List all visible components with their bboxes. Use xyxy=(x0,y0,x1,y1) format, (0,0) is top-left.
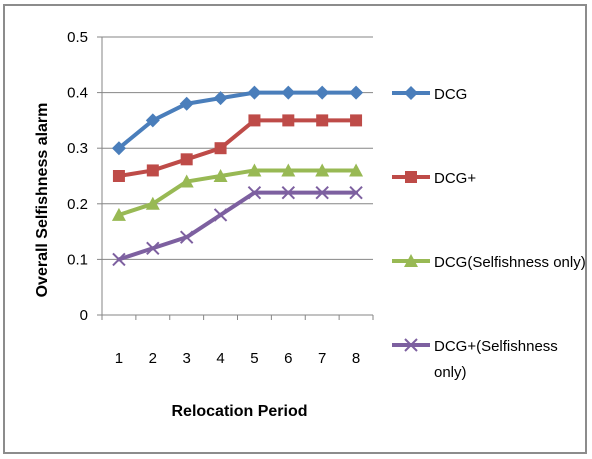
x-tick-label: 6 xyxy=(284,350,292,367)
data-point-s3-4 xyxy=(247,185,262,200)
x-tick-label: 5 xyxy=(250,350,258,367)
data-point-s0-7 xyxy=(349,85,364,100)
data-point-s2-4 xyxy=(247,163,262,177)
legend-label: DCG xyxy=(434,86,467,103)
y-tick-label: 0.1 xyxy=(67,251,88,268)
legend-label: DCG+ xyxy=(434,170,476,187)
y-axis-title: Overall Selfishness alarm xyxy=(34,103,51,298)
data-point-s2-5 xyxy=(281,163,296,177)
data-point-s2-3 xyxy=(213,169,228,182)
data-point-s1-4 xyxy=(248,114,261,127)
data-point-s3-1 xyxy=(146,241,160,255)
data-point-s2-6 xyxy=(315,163,330,177)
data-point-s2-2 xyxy=(179,174,194,188)
chart-frame xyxy=(3,4,587,454)
legend-label: DCG(Selfishness only) xyxy=(434,254,586,271)
data-point-s0-1 xyxy=(145,113,160,128)
series-line-2 xyxy=(116,168,359,217)
x-tick-label: 2 xyxy=(149,350,157,367)
data-point-s1-0 xyxy=(112,170,125,182)
data-point-s3-0 xyxy=(112,252,126,267)
y-tick-label: 0 xyxy=(80,307,88,324)
y-tick-label: 0.2 xyxy=(67,196,88,213)
data-point-s0-5 xyxy=(281,85,296,100)
x-tick-label: 4 xyxy=(216,350,224,367)
legend-marker xyxy=(404,338,418,352)
legend-marker xyxy=(404,254,418,267)
data-point-s1-2 xyxy=(180,153,193,166)
data-point-s0-2 xyxy=(179,96,194,111)
data-point-s3-2 xyxy=(179,230,194,244)
y-tick-label: 0.5 xyxy=(67,29,88,46)
data-point-s0-4 xyxy=(247,85,262,100)
data-point-s3-7 xyxy=(349,185,363,200)
data-point-s0-6 xyxy=(315,85,330,100)
data-point-s2-7 xyxy=(349,163,364,177)
data-point-s1-3 xyxy=(214,142,227,155)
data-point-s1-5 xyxy=(282,114,295,127)
x-axis-title: Relocation Period xyxy=(171,403,307,420)
y-tick-label: 0.3 xyxy=(67,140,88,157)
data-point-s1-1 xyxy=(146,164,159,177)
legend-marker xyxy=(405,171,417,183)
data-point-s1-6 xyxy=(316,114,329,127)
data-point-s1-7 xyxy=(350,114,363,127)
data-point-s3-6 xyxy=(315,185,329,200)
data-point-s3-5 xyxy=(281,185,296,200)
legend-marker xyxy=(404,86,418,100)
series-line-3 xyxy=(116,190,359,262)
data-point-s3-3 xyxy=(213,208,228,222)
x-tick-label: 1 xyxy=(115,350,123,367)
y-tick-label: 0.4 xyxy=(67,85,88,102)
data-point-s0-3 xyxy=(213,91,228,106)
legend-label: DCG+(Selfishness only) xyxy=(434,338,558,381)
data-point-s0-0 xyxy=(111,141,126,156)
data-point-s2-1 xyxy=(145,196,160,210)
data-point-s2-0 xyxy=(111,207,126,221)
x-tick-label: 3 xyxy=(183,350,191,367)
x-tick-label: 7 xyxy=(318,350,326,367)
x-tick-label: 8 xyxy=(352,350,360,367)
